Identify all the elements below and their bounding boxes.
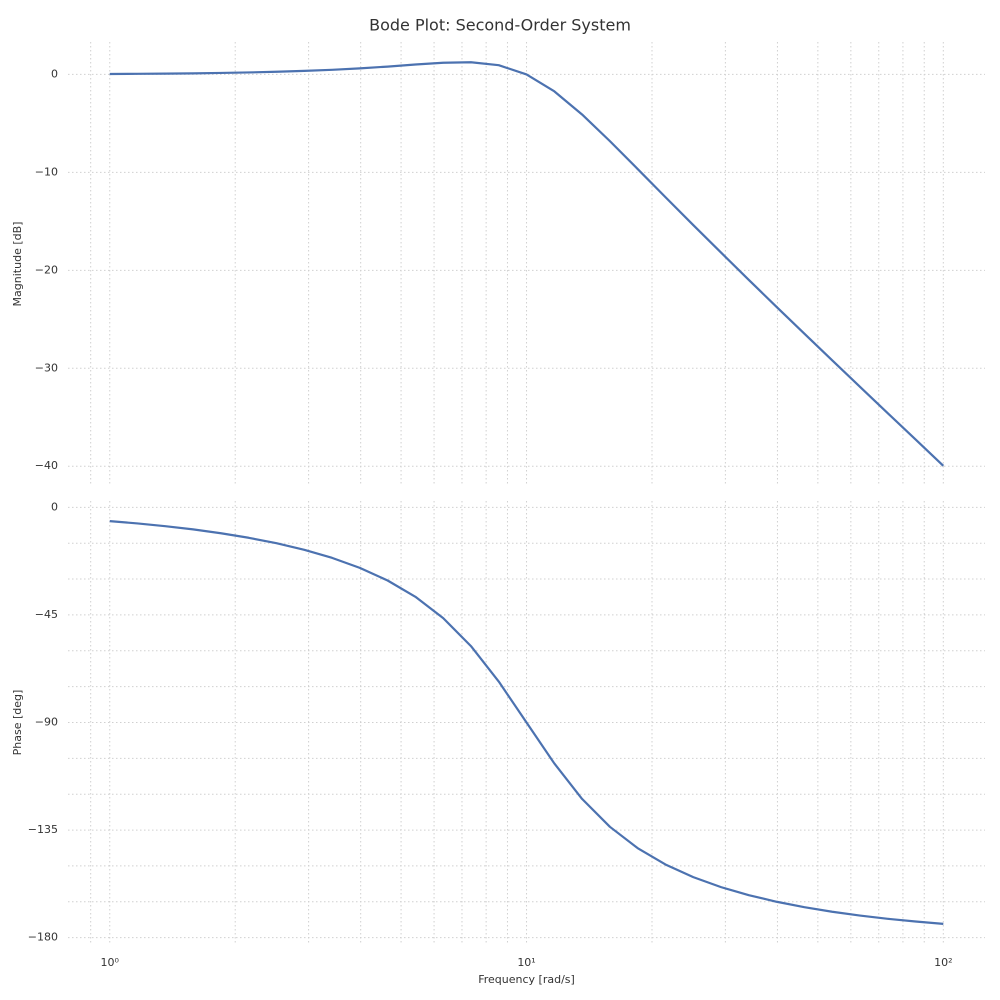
y-tick-label: −30 xyxy=(35,361,58,374)
y-tick-label: 0 xyxy=(51,500,58,513)
x-tick-label: 10¹ xyxy=(517,956,535,969)
x-tick-label: 10⁰ xyxy=(101,956,120,969)
y-tick-label: −90 xyxy=(35,715,58,728)
x-tick-label: 10² xyxy=(934,956,952,969)
y-tick-label: 0 xyxy=(51,67,58,80)
x-axis-label: Frequency [rad/s] xyxy=(478,973,575,986)
figure-title: Bode Plot: Second-Order System xyxy=(369,16,631,35)
series-line xyxy=(109,520,944,925)
y-tick-label: −10 xyxy=(35,165,58,178)
y-tick-label: −20 xyxy=(35,263,58,276)
y-tick-label: −180 xyxy=(28,931,58,944)
y-tick-label: −135 xyxy=(28,823,58,836)
y-tick-label: −45 xyxy=(35,608,58,621)
y-axis-label: Magnitude [dB] xyxy=(11,222,24,307)
y-tick-label: −40 xyxy=(35,459,58,472)
y-axis-label: Phase [deg] xyxy=(11,690,24,756)
series-line xyxy=(109,61,945,467)
